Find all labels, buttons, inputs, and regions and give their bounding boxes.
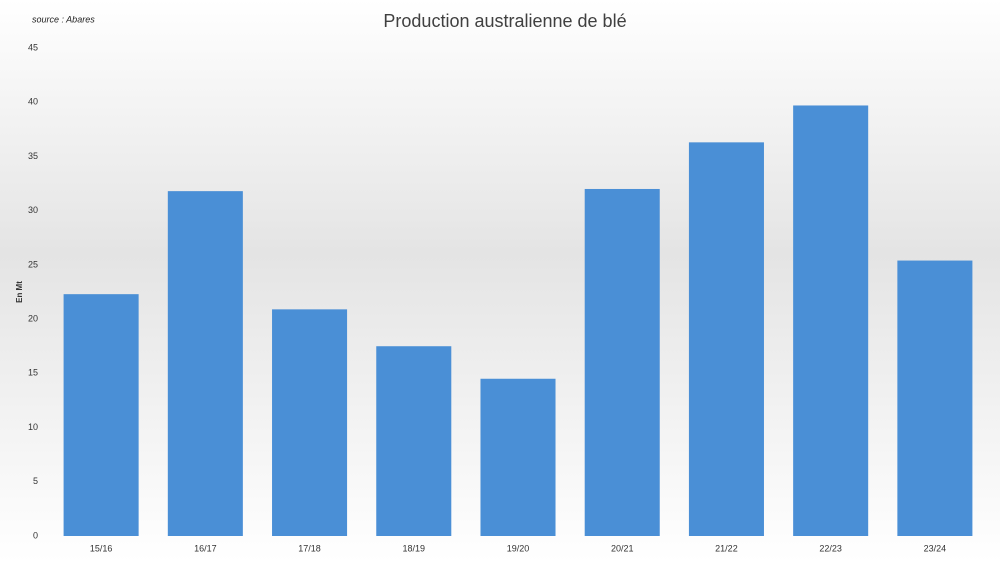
bar bbox=[167, 191, 243, 536]
bar bbox=[376, 346, 452, 536]
y-tick-label: 40 bbox=[28, 97, 38, 107]
x-tick-label: 23/24 bbox=[924, 543, 947, 553]
bar bbox=[584, 188, 660, 536]
y-tick-label: 5 bbox=[33, 476, 38, 486]
bar bbox=[272, 309, 348, 536]
chart-title: Production australienne de blé bbox=[383, 11, 626, 31]
x-tick-label: 21/22 bbox=[715, 543, 738, 553]
y-tick-label: 10 bbox=[28, 422, 38, 432]
y-tick-label: 35 bbox=[28, 151, 38, 161]
bar bbox=[480, 378, 556, 536]
y-axis-label: En Mt bbox=[15, 281, 24, 303]
x-tick-label: 17/18 bbox=[298, 543, 321, 553]
bar bbox=[63, 294, 139, 536]
y-tick-label: 20 bbox=[28, 313, 38, 323]
bar bbox=[688, 142, 764, 536]
x-tick-label: 20/21 bbox=[611, 543, 634, 553]
x-tick-label: 22/23 bbox=[819, 543, 842, 553]
x-tick-label: 16/17 bbox=[194, 543, 217, 553]
y-tick-label: 0 bbox=[33, 530, 38, 540]
y-tick-label: 45 bbox=[28, 42, 38, 52]
source-note: source : Abares bbox=[32, 14, 95, 24]
x-tick-label: 19/20 bbox=[507, 543, 530, 553]
bar bbox=[897, 260, 973, 536]
y-tick-label: 25 bbox=[28, 259, 38, 269]
y-tick-label: 15 bbox=[28, 368, 38, 378]
x-tick-label: 18/19 bbox=[403, 543, 426, 553]
x-tick-label: 15/16 bbox=[90, 543, 113, 553]
y-tick-label: 30 bbox=[28, 205, 38, 215]
bar bbox=[793, 105, 869, 536]
